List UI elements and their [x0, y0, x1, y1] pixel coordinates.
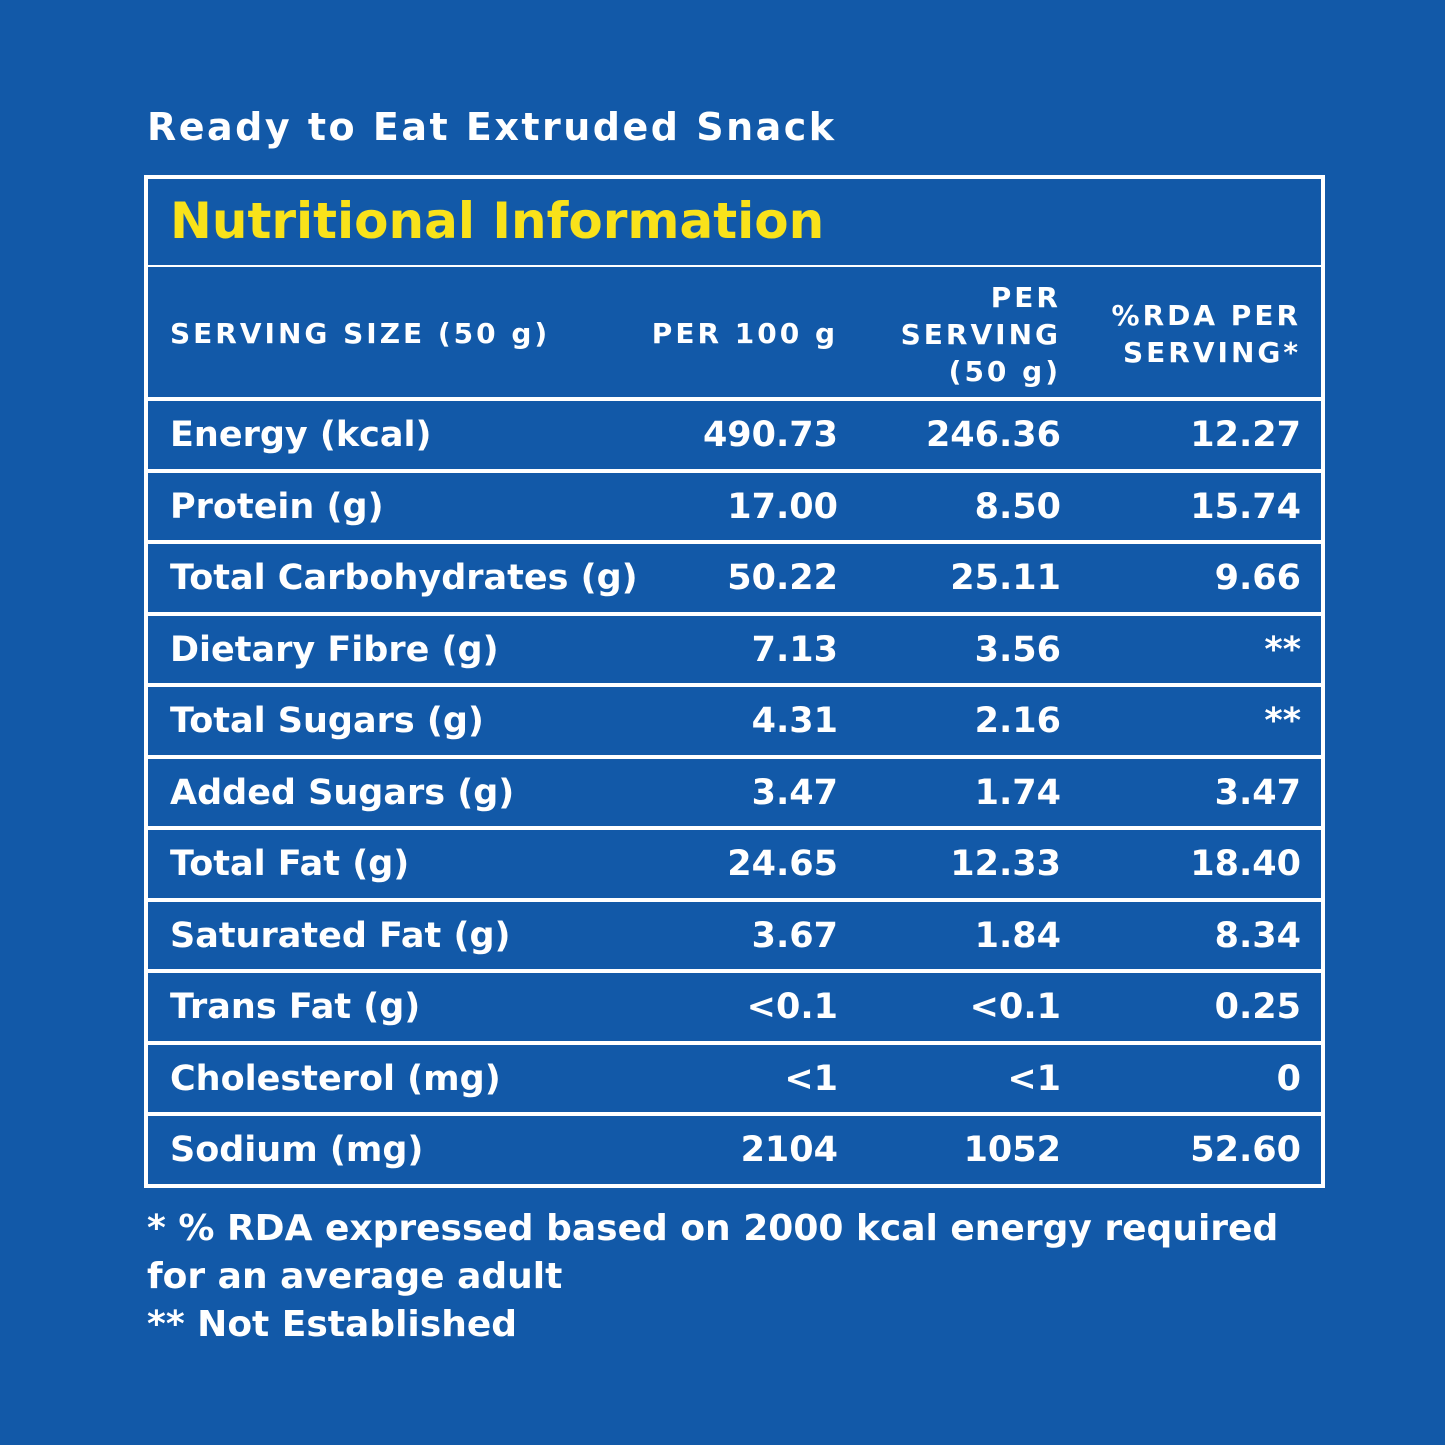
nutrition-panel: Nutritional Information SERVING SIZE (50… — [144, 175, 1325, 1188]
table-row: Total Sugars (g) 4.31 2.16 ** — [148, 687, 1321, 755]
footnote-not-established: ** Not Established — [147, 1304, 518, 1345]
value-rda: 18.40 — [1190, 844, 1301, 884]
panel-title: Nutritional Information — [170, 192, 825, 250]
value-rda: 52.60 — [1190, 1130, 1301, 1170]
value-per-serving: 3.56 — [974, 630, 1061, 670]
value-per-serving: 1.74 — [974, 773, 1061, 813]
table-row: Added Sugars (g) 3.47 1.74 3.47 — [148, 759, 1321, 827]
value-per-100g: 17.00 — [727, 487, 838, 527]
value-rda: ** — [1264, 630, 1301, 670]
divider — [148, 612, 1321, 616]
divider — [148, 969, 1321, 973]
header-rda: %RDA PER SERVING* — [1111, 299, 1301, 369]
nutrient-name: Sodium (mg) — [170, 1130, 424, 1170]
value-per-serving: <1 — [1007, 1059, 1061, 1099]
value-per-serving: 1.84 — [974, 916, 1061, 956]
nutrient-name: Cholesterol (mg) — [170, 1059, 501, 1099]
product-title: Ready to Eat Extruded Snack — [147, 105, 837, 149]
value-per-100g: 7.13 — [751, 630, 838, 670]
table-row: Total Fat (g) 24.65 12.33 18.40 — [148, 830, 1321, 898]
value-rda: 8.34 — [1214, 916, 1301, 956]
nutrient-name: Protein (g) — [170, 487, 384, 527]
table-row: Dietary Fibre (g) 7.13 3.56 ** — [148, 616, 1321, 684]
divider — [148, 397, 1321, 401]
value-per-100g: 2104 — [740, 1130, 838, 1170]
value-rda: 9.66 — [1214, 558, 1301, 598]
value-per-serving: 12.33 — [950, 844, 1061, 884]
table-row: Energy (kcal) 490.73 246.36 12.27 — [148, 401, 1321, 469]
footnotes: * % RDA expressed based on 2000 kcal ene… — [147, 1205, 1327, 1349]
value-per-serving: <0.1 — [969, 987, 1061, 1027]
divider — [148, 469, 1321, 473]
value-per-100g: 50.22 — [727, 558, 838, 598]
divider — [148, 826, 1321, 830]
header-serving-size: SERVING SIZE (50 g) — [170, 317, 551, 350]
value-per-100g: 24.65 — [727, 844, 838, 884]
footnote-rda: * % RDA expressed based on 2000 kcal ene… — [147, 1208, 1279, 1297]
divider — [148, 540, 1321, 544]
value-rda: 3.47 — [1214, 773, 1301, 813]
divider — [148, 1112, 1321, 1116]
divider — [148, 265, 1321, 267]
nutrient-name: Trans Fat (g) — [170, 987, 421, 1027]
value-per-serving: 2.16 — [974, 701, 1061, 741]
nutrient-name: Total Fat (g) — [170, 844, 410, 884]
value-per-100g: 3.47 — [751, 773, 838, 813]
table-row: Cholesterol (mg) <1 <1 0 — [148, 1045, 1321, 1113]
value-per-100g: <1 — [784, 1059, 838, 1099]
value-per-100g: 4.31 — [751, 701, 838, 741]
nutrient-name: Total Carbohydrates (g) — [170, 558, 638, 598]
value-per-100g: 3.67 — [751, 916, 838, 956]
divider — [148, 755, 1321, 759]
value-rda: 0.25 — [1214, 987, 1301, 1027]
nutrient-name: Saturated Fat (g) — [170, 916, 511, 956]
table-row: Sodium (mg) 2104 1052 52.60 — [148, 1116, 1321, 1184]
table-row: Trans Fat (g) <0.1 <0.1 0.25 — [148, 973, 1321, 1041]
divider — [148, 1041, 1321, 1045]
value-per-serving: 246.36 — [925, 415, 1061, 455]
value-rda: 15.74 — [1190, 487, 1301, 527]
nutrient-name: Energy (kcal) — [170, 415, 432, 455]
value-per-serving: 1052 — [963, 1130, 1061, 1170]
header-per-100g: PER 100 g — [651, 317, 838, 350]
value-per-serving: 25.11 — [950, 558, 1061, 598]
nutrient-name: Added Sugars (g) — [170, 773, 515, 813]
table-row: Total Carbohydrates (g) 50.22 25.11 9.66 — [148, 544, 1321, 612]
value-rda: 12.27 — [1190, 415, 1301, 455]
nutrient-name: Total Sugars (g) — [170, 701, 484, 741]
value-per-100g: 490.73 — [702, 415, 838, 455]
nutrient-name: Dietary Fibre (g) — [170, 630, 499, 670]
header-per-serving: PER SERVING (50 g) — [900, 281, 1061, 388]
divider — [148, 898, 1321, 902]
table-row: Protein (g) 17.00 8.50 15.74 — [148, 473, 1321, 541]
value-rda: 0 — [1276, 1059, 1301, 1099]
divider — [148, 683, 1321, 687]
value-per-100g: <0.1 — [746, 987, 838, 1027]
table-row: Saturated Fat (g) 3.67 1.84 8.34 — [148, 902, 1321, 970]
value-rda: ** — [1264, 701, 1301, 741]
value-per-serving: 8.50 — [974, 487, 1061, 527]
